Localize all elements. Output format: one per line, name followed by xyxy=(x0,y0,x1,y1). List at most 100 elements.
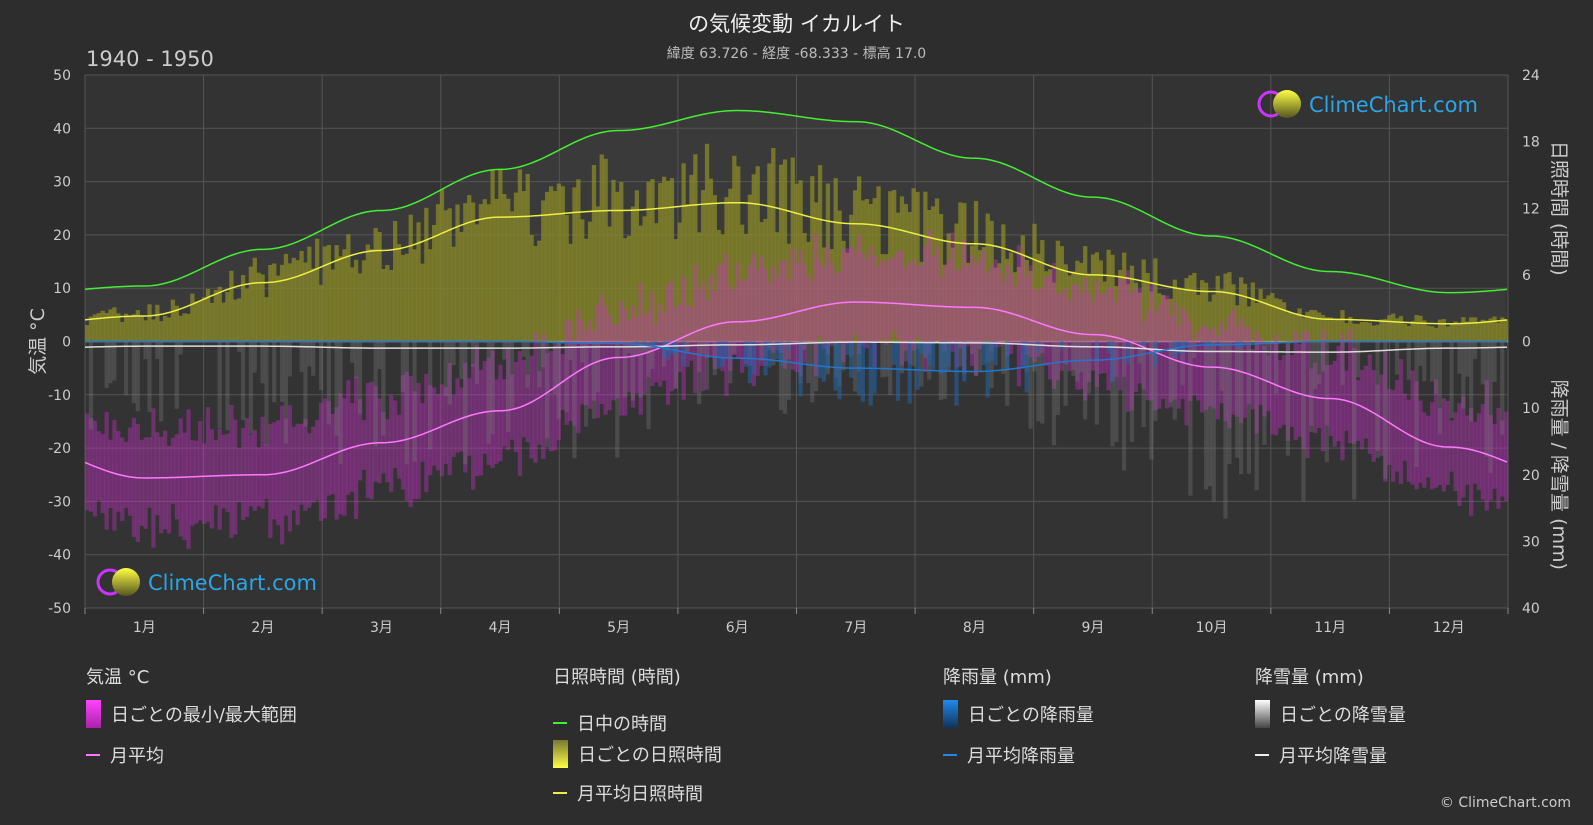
snow-daily-bar xyxy=(646,341,651,430)
sunshine-daily-bar xyxy=(396,244,402,342)
temp-range-daily-bar xyxy=(568,321,573,422)
sunshine-daily-bar xyxy=(100,310,105,342)
temp-range-daily-bar xyxy=(455,378,460,453)
sunshine-daily-bar xyxy=(412,249,417,342)
sunshine-daily-bar xyxy=(248,266,254,342)
temp-range-daily-bar xyxy=(1090,301,1096,371)
sunshine-daily-bar xyxy=(798,180,803,342)
sunshine-daily-bar xyxy=(1012,272,1018,342)
sunshine-daily-bar xyxy=(482,199,487,342)
sunshine-daily-bar xyxy=(1371,325,1376,342)
temp-range-daily-bar xyxy=(1320,329,1326,452)
rain-daily-bar xyxy=(1125,341,1131,365)
temp-range-daily-bar xyxy=(1379,374,1384,456)
snow-daily-bar xyxy=(443,341,448,397)
sunshine-daily-bar xyxy=(1094,252,1100,342)
sunshine-daily-bar xyxy=(1422,320,1427,342)
rain-daily-bar xyxy=(895,341,901,401)
legend-rain-avg-swatch xyxy=(943,754,957,756)
sunshine-daily-bar xyxy=(1129,265,1135,342)
temp-range-daily-bar xyxy=(1161,295,1166,399)
sunshine-daily-bar xyxy=(1488,318,1493,342)
sunshine-daily-bar xyxy=(1496,322,1501,342)
temp-range-daily-bar xyxy=(1051,262,1057,389)
sunshine-daily-bar xyxy=(221,302,226,342)
sunshine-daily-bar xyxy=(127,316,133,342)
temp-range-daily-bar xyxy=(147,437,152,508)
sunshine-daily-bar xyxy=(931,206,936,342)
snow-daily-bar xyxy=(357,341,363,414)
snow-daily-bar xyxy=(1488,341,1493,474)
sunshine-daily-bar xyxy=(116,313,121,342)
temp-range-daily-bar xyxy=(853,251,858,335)
sunshine-daily-bar xyxy=(732,155,737,342)
rain-daily-bar xyxy=(1094,341,1099,360)
sunshine-daily-bar xyxy=(474,224,480,342)
temp-range-daily-bar xyxy=(268,423,273,538)
sunshine-daily-bar xyxy=(564,215,569,342)
sunshine-daily-bar xyxy=(1164,299,1170,342)
right-tick-label-sun: 18 xyxy=(1522,135,1540,151)
sunshine-daily-bar xyxy=(416,222,421,342)
sunshine-daily-bar xyxy=(903,204,909,342)
sunshine-daily-bar xyxy=(1285,312,1291,342)
temp-range-daily-bar xyxy=(888,257,893,339)
sunshine-daily-bar xyxy=(517,169,523,342)
snow-daily-bar xyxy=(311,341,316,376)
snow-daily-bar xyxy=(1137,341,1142,364)
rain-daily-bar xyxy=(938,341,943,375)
sunshine-daily-bar xyxy=(786,243,792,342)
temp-range-daily-bar xyxy=(794,263,799,372)
left-tick-label: -40 xyxy=(48,548,71,564)
sunshine-daily-bar xyxy=(548,186,554,342)
temp-range-daily-bar xyxy=(311,426,316,503)
snow-daily-bar xyxy=(1324,341,1329,463)
sunshine-daily-bar xyxy=(1079,262,1084,342)
sunshine-daily-bar xyxy=(658,183,663,342)
sunshine-daily-bar xyxy=(545,191,550,342)
sunshine-daily-bar xyxy=(739,224,745,342)
legend-snow-avg-swatch xyxy=(1255,754,1269,756)
sunshine-daily-bar xyxy=(1192,272,1197,342)
snow-daily-bar xyxy=(174,341,179,409)
sunshine-daily-bar xyxy=(541,200,546,342)
rain-daily-bar xyxy=(767,341,772,368)
temp-range-daily-bar xyxy=(802,263,807,363)
snow-daily-bar xyxy=(697,341,702,405)
sunshine-daily-bar xyxy=(85,325,90,342)
snow-daily-bar xyxy=(264,341,269,446)
temp-range-daily-bar xyxy=(619,300,624,416)
sunshine-daily-bar xyxy=(334,245,339,342)
temp-range-daily-bar xyxy=(369,381,374,500)
snow-daily-bar xyxy=(1406,341,1411,380)
temp-range-daily-bar xyxy=(950,232,955,352)
sunshine-daily-bar xyxy=(96,312,101,342)
temp-range-daily-bar xyxy=(1129,292,1135,411)
sunshine-daily-bar xyxy=(1223,273,1228,342)
temp-range-daily-bar xyxy=(1500,420,1505,497)
snow-daily-bar xyxy=(474,341,480,385)
month-tick-label: 4月 xyxy=(489,620,512,636)
sunshine-daily-bar xyxy=(478,204,484,342)
temp-range-daily-bar xyxy=(1211,327,1216,409)
legend-sun-avg: 月平均日照時間 xyxy=(553,780,703,806)
sunshine-daily-bar xyxy=(365,244,370,342)
temp-range-daily-bar xyxy=(1246,327,1252,404)
snow-daily-bar xyxy=(704,341,710,390)
temp-range-daily-bar xyxy=(1270,342,1275,435)
sunshine-daily-bar xyxy=(958,202,963,342)
sunshine-daily-bar xyxy=(303,262,308,342)
temp-range-daily-bar xyxy=(1371,370,1376,462)
temp-range-daily-bar xyxy=(833,273,838,345)
temp-range-daily-bar xyxy=(580,319,585,405)
snow-daily-bar xyxy=(509,341,515,409)
sunshine-daily-bar xyxy=(1320,315,1326,342)
temp-range-daily-bar xyxy=(923,245,928,373)
sunshine-daily-bar xyxy=(747,194,753,342)
sunshine-daily-bar xyxy=(1203,282,1209,342)
snow-daily-bar xyxy=(1316,341,1322,384)
sunshine-daily-bar xyxy=(225,291,230,342)
snow-daily-bar xyxy=(470,341,476,367)
temp-range-daily-bar xyxy=(260,416,265,509)
sunshine-daily-bar xyxy=(821,247,827,342)
